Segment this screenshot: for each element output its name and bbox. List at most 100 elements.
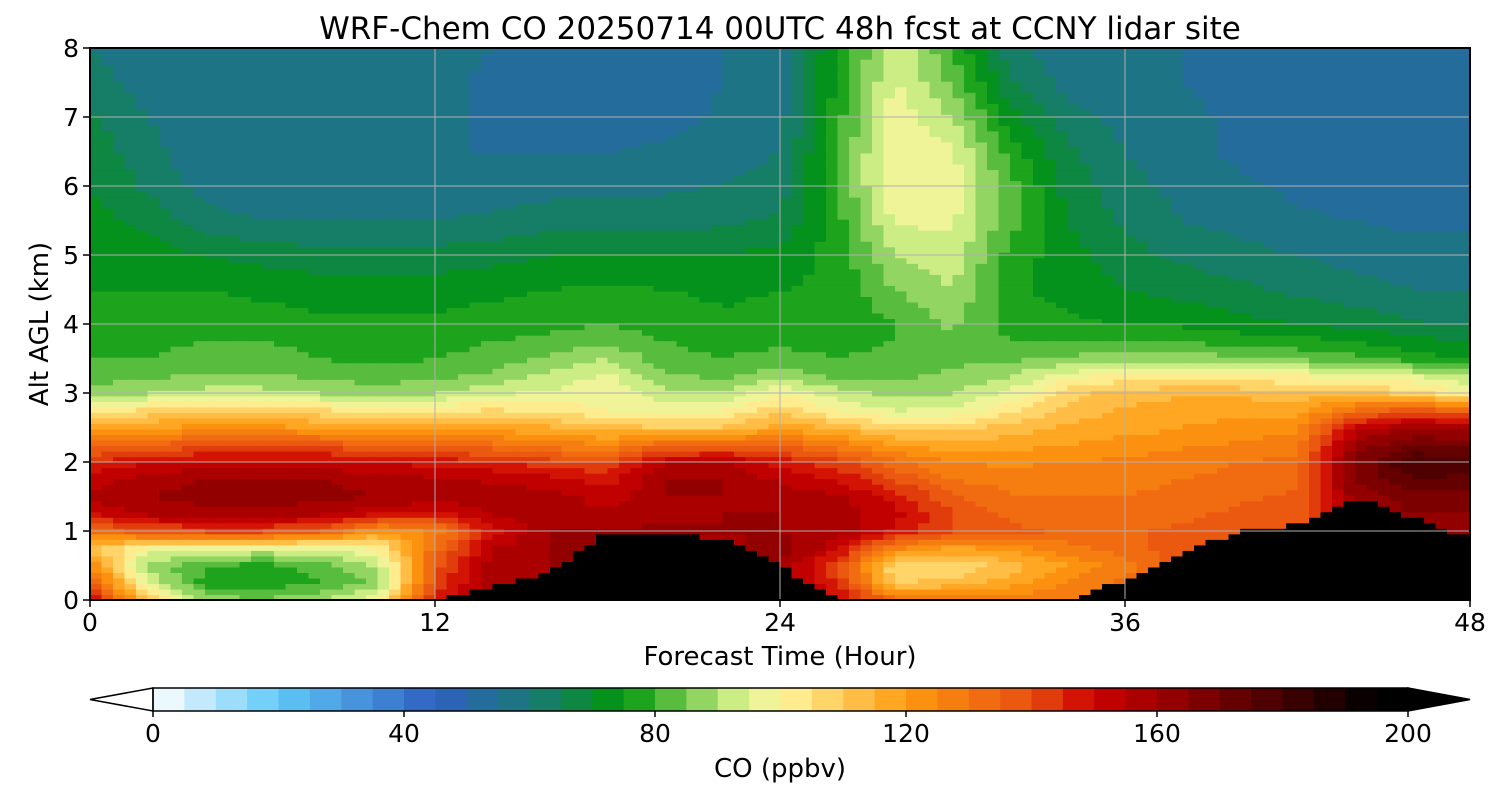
heatmap-cell — [1378, 373, 1391, 380]
heatmap-cell — [159, 522, 172, 529]
heatmap-cell — [389, 384, 402, 391]
heatmap-cell — [193, 379, 206, 386]
heatmap-cell — [791, 462, 804, 469]
heatmap-cell — [745, 572, 758, 579]
heatmap-cell — [711, 467, 724, 474]
heatmap-cell — [964, 417, 977, 424]
heatmap-cell — [699, 412, 712, 419]
heatmap-cell — [182, 445, 195, 452]
heatmap-cell — [159, 544, 172, 551]
heatmap-cell — [1447, 384, 1460, 391]
heatmap-cell — [504, 588, 517, 596]
heatmap-cell — [274, 539, 287, 546]
heatmap-cell — [274, 511, 287, 518]
heatmap-cell — [918, 379, 931, 386]
heatmap-cell — [987, 517, 1000, 524]
heatmap-cell — [1424, 450, 1437, 458]
heatmap-cell — [458, 412, 471, 419]
heatmap-cell — [343, 550, 356, 557]
heatmap-cell — [849, 423, 862, 430]
heatmap-cell — [607, 583, 620, 590]
heatmap-cell — [722, 384, 735, 391]
heatmap-cell — [124, 395, 137, 402]
heatmap-cell — [906, 588, 919, 596]
heatmap-cell — [1240, 373, 1253, 380]
heatmap-cell — [1079, 379, 1092, 386]
heatmap-cell — [1458, 594, 1470, 600]
heatmap-cell — [630, 550, 643, 557]
heatmap-cell — [849, 489, 862, 496]
heatmap-cell — [975, 434, 988, 441]
heatmap-cell — [228, 401, 241, 408]
heatmap-cell — [182, 577, 195, 585]
heatmap-cell — [906, 450, 919, 458]
heatmap-cell — [826, 506, 839, 513]
heatmap-cell — [872, 456, 885, 463]
heatmap-cell — [1056, 450, 1069, 458]
heatmap-cell — [1194, 401, 1207, 408]
heatmap-cell — [1297, 450, 1310, 458]
heatmap-cell — [1355, 373, 1368, 380]
heatmap-cell — [975, 373, 988, 380]
heatmap-cell — [435, 500, 448, 507]
heatmap-cell — [1090, 406, 1103, 413]
heatmap-cell — [1217, 462, 1230, 469]
heatmap-cell — [642, 478, 655, 485]
heatmap-cell — [1251, 456, 1264, 463]
heatmap-cell — [1021, 417, 1034, 424]
heatmap-cell — [308, 588, 321, 596]
heatmap-cell — [1435, 533, 1448, 540]
heatmap-cell — [1286, 550, 1299, 557]
heatmap-cell — [481, 445, 494, 452]
heatmap-cell — [343, 456, 356, 463]
heatmap-cell — [239, 517, 252, 524]
heatmap-cell — [791, 495, 804, 502]
heatmap-cell — [1343, 539, 1356, 546]
heatmap-cell — [1102, 555, 1115, 562]
heatmap-cell — [826, 456, 839, 463]
heatmap-cell — [929, 555, 942, 562]
heatmap-cell — [883, 539, 896, 546]
heatmap-cell — [734, 434, 747, 441]
heatmap-cell — [1389, 517, 1402, 524]
heatmap-cell — [1309, 577, 1322, 585]
heatmap-cell — [412, 384, 425, 391]
heatmap-cell — [262, 495, 275, 502]
heatmap-cell — [1044, 594, 1057, 600]
heatmap-cell — [354, 533, 367, 540]
heatmap-cell — [745, 539, 758, 546]
heatmap-cell — [929, 473, 942, 480]
heatmap-cell — [228, 522, 241, 529]
heatmap-cell — [515, 373, 528, 380]
heatmap-cell — [136, 561, 149, 568]
heatmap-cell — [90, 550, 103, 557]
heatmap-cell — [607, 489, 620, 496]
heatmap-cell — [343, 406, 356, 413]
heatmap-cell — [113, 522, 126, 529]
heatmap-cell — [400, 506, 413, 513]
heatmap-cell — [1021, 544, 1034, 551]
heatmap-cell — [446, 484, 459, 491]
heatmap-cell — [101, 401, 114, 408]
heatmap-cell — [423, 588, 436, 596]
heatmap-cell — [1412, 406, 1425, 413]
heatmap-cell — [596, 588, 609, 596]
heatmap-cell — [1113, 478, 1126, 485]
heatmap-cell — [538, 561, 551, 568]
heatmap-cell — [90, 555, 103, 562]
heatmap-cell — [1320, 439, 1333, 447]
heatmap-cell — [1113, 555, 1126, 562]
heatmap-cell — [297, 583, 310, 590]
heatmap-cell — [274, 561, 287, 568]
heatmap-cell — [1378, 489, 1391, 496]
heatmap-cell — [182, 522, 195, 529]
heatmap-cell — [906, 577, 919, 585]
heatmap-cell — [159, 561, 172, 568]
heatmap-cell — [952, 473, 965, 480]
heatmap-cell — [423, 555, 436, 562]
heatmap-cell — [366, 428, 379, 435]
heatmap-cell — [550, 555, 563, 562]
heatmap-cell — [1458, 473, 1470, 480]
heatmap-cell — [1309, 561, 1322, 568]
heatmap-cell — [630, 401, 643, 408]
